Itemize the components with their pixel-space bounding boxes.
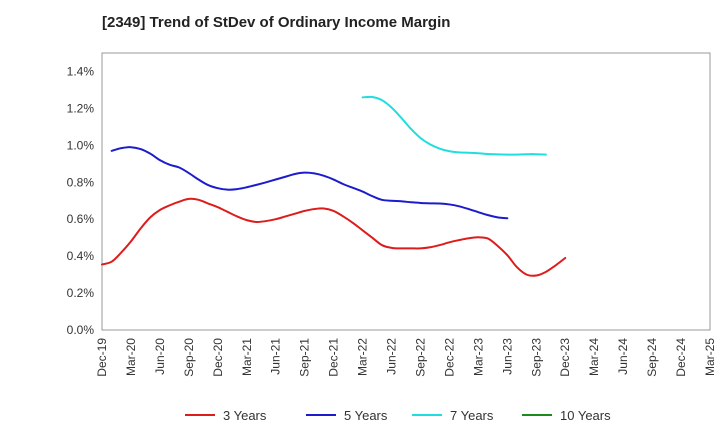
axes-layer: Dec-19 Mar-20 Jun-20 Sep-20 Dec-20 Mar-21 Jun-… [67, 52, 717, 377]
x-tick-label: Dec-20 [211, 338, 225, 377]
x-tick-label: Sep-20 [182, 338, 196, 377]
y-tick-label: 0.6% [67, 212, 95, 226]
series-line-2 [110, 146, 509, 220]
legend-label-2: 5 Years [344, 408, 388, 423]
y-tick-label: 1.4% [67, 65, 95, 79]
x-tick-label: Sep-24 [645, 338, 659, 377]
x-tick-label: Sep-22 [413, 338, 427, 377]
x-tick-label: Sep-23 [529, 338, 543, 377]
x-tick-label: Mar-21 [240, 338, 254, 376]
x-tick-label: Jun-20 [153, 338, 167, 375]
legend-label-3: 7 Years [450, 408, 494, 423]
x-tick-label: Jun-22 [385, 338, 399, 375]
x-tick-label: Jun-21 [269, 338, 283, 375]
x-tick-label: Dec-23 [558, 338, 572, 377]
y-tick-label: 0.0% [67, 323, 95, 337]
y-tick-label: 0.2% [67, 286, 95, 300]
legend-label-1: 3 Years [223, 408, 267, 423]
plot-area [101, 52, 711, 331]
y-tick-label: 1.0% [67, 138, 95, 152]
x-tick-label: Mar-23 [471, 338, 485, 376]
series-layer [101, 95, 567, 277]
x-tick-label: Mar-20 [124, 338, 138, 376]
x-tick-label: Jun-23 [500, 338, 514, 375]
legend-label-4: 10 Years [560, 408, 611, 423]
x-tick-label: Mar-25 [703, 338, 717, 376]
legend: 3 Years 5 Years 7 Years 10 Years [185, 408, 611, 423]
y-tick-label: 0.8% [67, 175, 95, 189]
x-tick-label: Mar-24 [587, 338, 601, 376]
y-tick-label: 0.4% [67, 249, 95, 263]
x-tick-label: Jun-24 [616, 338, 630, 375]
series-line-3 [361, 95, 547, 156]
y-tick-label: 1.2% [67, 101, 95, 115]
x-tick-label: Mar-22 [356, 338, 370, 376]
x-tick-label: Dec-19 [95, 338, 109, 377]
x-tick-label: Dec-24 [674, 338, 688, 377]
x-tick-label: Sep-21 [298, 338, 312, 377]
chart-title: [2349] Trend of StDev of Ordinary Income… [102, 14, 451, 31]
series-line-1 [101, 197, 567, 277]
x-tick-label: Dec-22 [442, 338, 456, 377]
x-tick-label: Dec-21 [327, 338, 341, 377]
